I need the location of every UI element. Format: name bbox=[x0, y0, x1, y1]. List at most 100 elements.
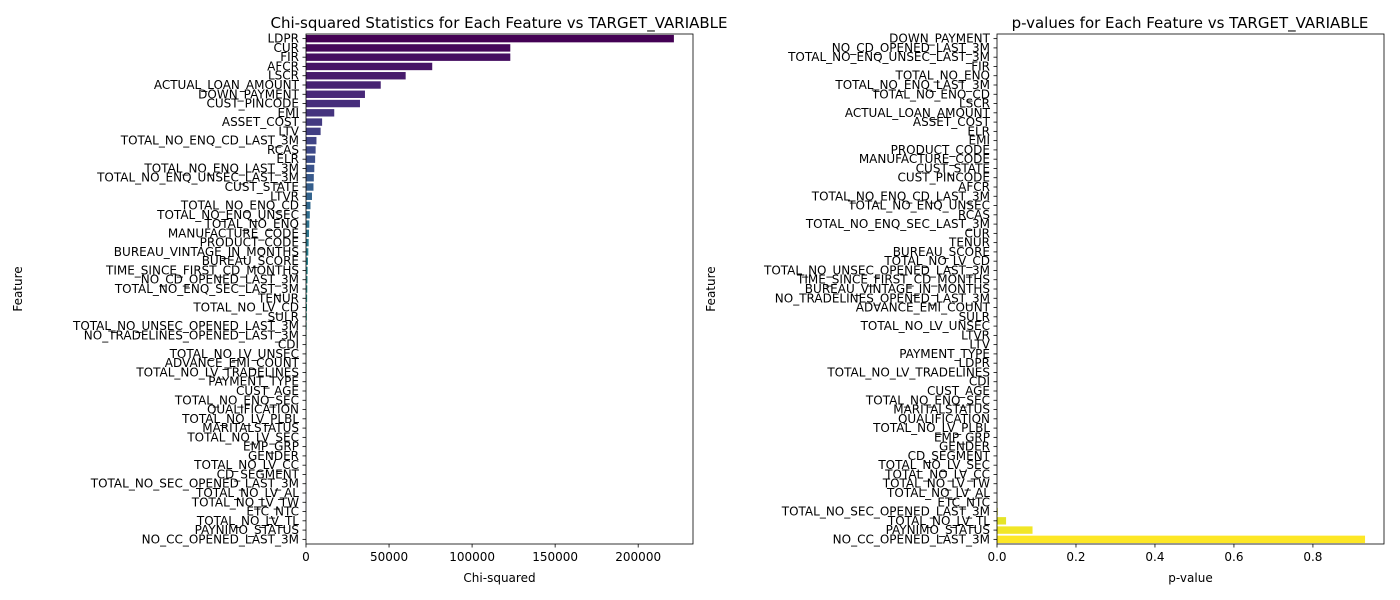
chart-panel-2: DOWN_PAYMENTNO_CD_OPENED_LAST_3MTOTAL_NO… bbox=[704, 14, 1385, 585]
y-tick-label: LDPR bbox=[268, 32, 300, 46]
y-tick-label: NO_CD_OPENED_LAST_3M bbox=[141, 273, 299, 287]
y-tick-label: ELR bbox=[276, 152, 299, 166]
chart-title: p-values for Each Feature vs TARGET_VARI… bbox=[1012, 14, 1369, 33]
y-tick-label: TOTAL_NO_LV_CC bbox=[193, 458, 299, 472]
bar bbox=[306, 276, 308, 284]
y-tick-label: EMP_GRP bbox=[934, 430, 990, 444]
x-tick-label: 0.8 bbox=[1303, 550, 1322, 564]
y-tick-label: DOWN_PAYMENT bbox=[198, 87, 300, 101]
y-tick-label: TOTAL_NO_LV_CC bbox=[884, 467, 990, 481]
y-tick-label: BUREAU_SCORE bbox=[893, 245, 990, 259]
y-tick-label: TOTAL_NO_LV_TW bbox=[882, 477, 990, 491]
bar bbox=[306, 90, 365, 98]
y-tick-label: TOTAL_NO_ENQ_LAST_3M bbox=[143, 161, 299, 175]
y-tick-label: SULR bbox=[268, 310, 299, 324]
y-tick-label: LTVR bbox=[270, 189, 299, 203]
y-tick-label: GENDER bbox=[939, 440, 990, 454]
bar bbox=[306, 238, 309, 247]
y-tick-label: TENUR bbox=[257, 291, 299, 305]
y-tick-label: TOTAL_NO_ENQ_CD_LAST_3M bbox=[120, 134, 299, 148]
bar bbox=[306, 313, 307, 321]
x-tick-label: 100000 bbox=[449, 550, 495, 564]
x-tick-label: 200000 bbox=[615, 550, 661, 564]
y-tick-label: ADVANCE_EMI_COUNT bbox=[165, 356, 300, 370]
x-axis-label: Chi-squared bbox=[463, 571, 535, 585]
y-tick-label: LSCR bbox=[268, 69, 299, 83]
y-tick-label: RCAS bbox=[267, 143, 299, 157]
axes-frame bbox=[996, 33, 1385, 545]
bar bbox=[306, 257, 308, 265]
bar bbox=[997, 535, 1366, 544]
y-tick-label: TOTAL_NO_LV_UNSEC bbox=[860, 319, 990, 333]
bar bbox=[306, 174, 314, 182]
y-tick-label: EMI bbox=[969, 134, 990, 148]
y-tick-label: FIR bbox=[280, 50, 299, 64]
y-tick-label: TIME_SINCE_FIRST_CD_MONTHS bbox=[796, 273, 990, 287]
y-tick-label: MARITALSTATUS bbox=[893, 403, 990, 417]
y-tick-label: NO_CC_OPENED_LAST_3M bbox=[142, 532, 299, 546]
bar bbox=[306, 109, 335, 117]
y-tick-label: CD_SEGMENT bbox=[908, 449, 991, 463]
y-tick-label: TOTAL_NO_LV_AL bbox=[886, 486, 990, 500]
bar bbox=[306, 266, 308, 275]
axes-frame bbox=[305, 33, 694, 545]
y-axis-label: Feature bbox=[11, 266, 25, 311]
y-tick-label: CUR bbox=[965, 226, 991, 240]
y-tick-label: NO_TRADELINES_OPENED_LAST_3M bbox=[775, 291, 990, 305]
y-tick-label: TOTAL_NO_ENQ_UNSEC bbox=[847, 199, 990, 213]
bar bbox=[306, 34, 674, 43]
y-axis-label: Feature bbox=[704, 266, 718, 311]
y-tick-label: TOTAL_NO_LV_SEC bbox=[877, 458, 990, 472]
y-tick-label: TOTAL_NO_ENQ_SEC_LAST_3M bbox=[114, 282, 299, 296]
x-tick-label: 150000 bbox=[532, 550, 578, 564]
y-tick-label: CDI bbox=[278, 338, 299, 352]
y-tick-label: TOTAL_NO_LV_SEC bbox=[186, 430, 299, 444]
y-tick-label: CUST_PINCODE bbox=[206, 97, 299, 111]
y-tick-label: PRODUCT_CODE bbox=[891, 143, 990, 157]
y-tick-label: LDPR bbox=[959, 356, 991, 370]
bar bbox=[306, 146, 316, 154]
bar bbox=[306, 220, 310, 228]
y-tick-label: CUST_AGE bbox=[236, 384, 299, 398]
y-tick-label: QUALIFICATION bbox=[898, 412, 990, 426]
y-tick-label: ACTUAL_LOAN_AMOUNT bbox=[154, 78, 300, 92]
y-tick-label: TOTAL_NO_LV_TL bbox=[887, 514, 990, 528]
y-tick-label: TOTAL_NO_ENQ_UNSEC_LAST_3M bbox=[96, 171, 299, 185]
y-tick-label: CD_SEGMENT bbox=[217, 467, 300, 481]
y-tick-label: MARITALSTATUS bbox=[202, 421, 299, 435]
y-tick-label: AFCR bbox=[267, 59, 299, 73]
y-tick-label: CDI bbox=[969, 375, 990, 389]
bar bbox=[306, 229, 309, 238]
y-tick-label: TOTAL_NO_ENQ_UNSEC bbox=[156, 208, 299, 222]
bar bbox=[306, 118, 323, 126]
y-tick-label: QUALIFICATION bbox=[207, 403, 299, 417]
y-tick-label: ETC_NTC bbox=[246, 505, 299, 519]
y-tick-label: PAYMENT_TYPE bbox=[208, 375, 299, 389]
y-tick-label: ASSET_COST bbox=[222, 115, 300, 129]
y-tick-label: LSCR bbox=[959, 97, 990, 111]
y-tick-label: PAYNIMO_STATUS bbox=[195, 523, 299, 537]
x-tick-label: 0.2 bbox=[1066, 550, 1085, 564]
bar bbox=[306, 294, 308, 302]
y-tick-label: TOTAL_NO_ENQ_SEC bbox=[174, 393, 299, 407]
y-tick-label: TOTAL_NO_ENQ_LAST_3M bbox=[834, 78, 990, 92]
y-tick-label: ETC_NTC bbox=[937, 495, 990, 509]
bar bbox=[306, 303, 307, 312]
y-tick-label: TENUR bbox=[948, 236, 990, 250]
bar bbox=[306, 53, 511, 61]
bar bbox=[306, 183, 314, 191]
y-tick-label: PAYMENT_TYPE bbox=[899, 347, 990, 361]
bar bbox=[306, 285, 308, 293]
bar bbox=[997, 517, 1007, 525]
y-tick-label: TOTAL_NO_SEC_OPENED_LAST_3M bbox=[781, 505, 990, 519]
y-tick-label: CUST_PINCODE bbox=[897, 171, 990, 185]
y-tick-label: NO_TRADELINES_OPENED_LAST_3M bbox=[84, 328, 299, 342]
x-tick-label: 0.0 bbox=[987, 550, 1006, 564]
y-tick-label: TOTAL_NO_LV_CD bbox=[883, 254, 990, 268]
y-tick-label: TOTAL_NO_LV_PLBL bbox=[872, 421, 990, 435]
y-tick-label: TOTAL_NO_ENQ bbox=[204, 217, 300, 231]
bar bbox=[306, 164, 315, 173]
bar bbox=[997, 526, 1033, 534]
y-tick-label: BUREAU_VINTAGE_IN_MONTHS bbox=[114, 245, 299, 259]
y-tick-label: RCAS bbox=[958, 208, 990, 222]
